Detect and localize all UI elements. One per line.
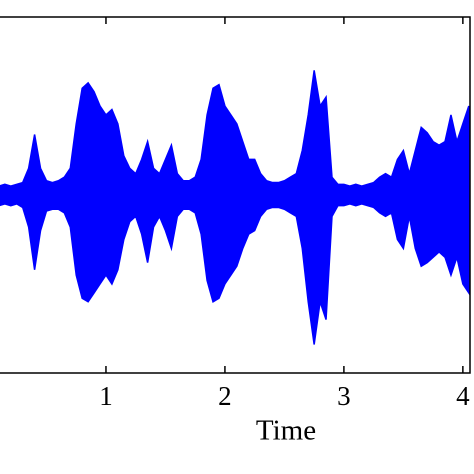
x-axis-label: Time (256, 415, 316, 447)
x-tick-label: 4 (456, 381, 470, 411)
waveform-area (0, 70, 470, 196)
x-tick-label: 1 (99, 381, 113, 411)
x-tick-label: 2 (218, 381, 232, 411)
waveform-area (0, 194, 470, 345)
axes-frame (0, 16, 471, 374)
x-tick-label: 3 (337, 381, 351, 411)
